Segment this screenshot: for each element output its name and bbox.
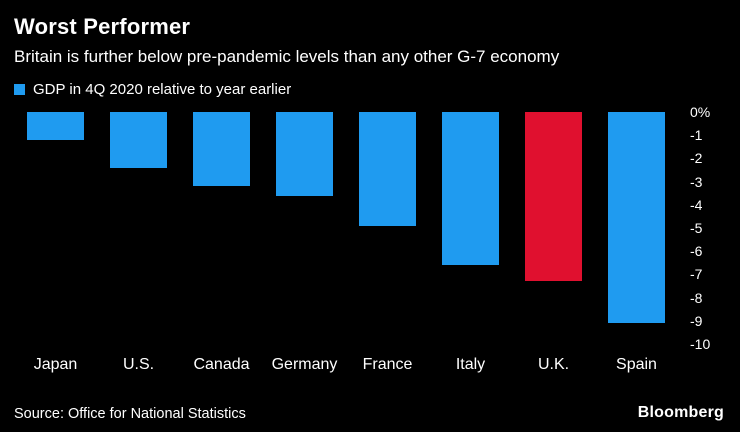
legend-swatch-icon [14, 83, 25, 95]
bloomberg-logo: Bloomberg [637, 404, 724, 421]
bar-column-u-s [97, 112, 180, 344]
bar-spain [608, 112, 665, 324]
chart-title: Worst Performer [14, 14, 191, 39]
bar-italy [442, 112, 499, 266]
category-label-france: France [362, 356, 413, 373]
bar-column-japan [14, 112, 97, 344]
legend-label: GDP in 4Q 2020 relative to year earlier [33, 80, 292, 98]
bar-column-france [346, 112, 429, 344]
y-tick-label: 0% [690, 104, 711, 120]
bar-chart: Japan U.S. Canada Germany France Italy U.K. Spa… [14, 104, 726, 374]
y-tick-label: -9 [690, 312, 703, 329]
y-tick-label: -4 [690, 196, 703, 213]
plot-wrap: Japan U.S. Canada Germany France Italy U.K. Spa… [14, 112, 678, 374]
bar-column-italy [429, 112, 512, 344]
category-label-u-s: U.S. [122, 356, 155, 373]
category-axis: Japan U.S. Canada Germany France Italy U.K. Spa… [14, 356, 678, 374]
plot-area [14, 112, 678, 344]
y-tick-label: -8 [690, 289, 703, 306]
value-axis: 0% -1 -2 -3 -4 -5 -6 -7 -8 -9 -10 [678, 104, 726, 352]
category-label-japan: Japan [33, 356, 78, 373]
bar-column-canada [180, 112, 263, 344]
y-tick-label: -3 [690, 173, 703, 190]
y-tick-label: -10 [690, 336, 711, 352]
category-label-canada: Canada [193, 356, 250, 373]
bar-japan [27, 112, 84, 140]
category-label-u-k: U.K. [537, 356, 570, 373]
y-tick-label: -7 [690, 266, 703, 283]
bar-germany [276, 112, 333, 196]
bar-france [359, 112, 416, 226]
footer: Source: Office for National Statistics B… [14, 404, 724, 422]
bar-u-k [525, 112, 582, 282]
source-note: Source: Office for National Statistics [14, 406, 246, 422]
category-label-italy: Italy [455, 356, 486, 373]
y-tick-label: -5 [690, 220, 703, 236]
y-tick-label: -6 [690, 243, 703, 260]
y-tick-label: -2 [690, 150, 703, 167]
category-label-germany: Germany [271, 356, 338, 373]
chart-subtitle: Britain is further below pre-pandemic le… [14, 47, 560, 66]
bar-u-s [110, 112, 167, 168]
bar-column-spain [595, 112, 678, 344]
bar-canada [193, 112, 250, 187]
category-label-spain: Spain [616, 356, 657, 373]
bar-column-germany [263, 112, 346, 344]
legend: GDP in 4Q 2020 relative to year earlier [14, 80, 726, 98]
bar-column-u-k [512, 112, 595, 344]
y-tick-label: -1 [690, 127, 703, 144]
